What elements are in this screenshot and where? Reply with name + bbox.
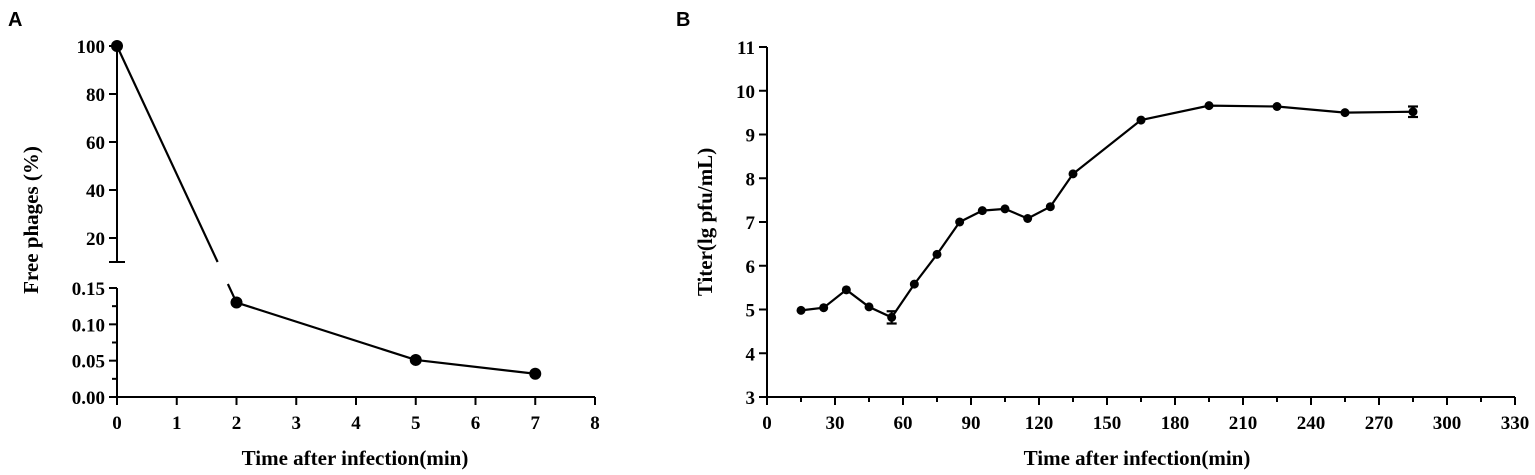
panel-a-x-tick-label: 7 [531,413,541,434]
panel-a-y-axis-title: Free phages (%) [19,146,43,294]
panel-b-data-point [1340,108,1350,118]
panel-a-series-line [236,301,536,375]
panel-a-data-point [111,40,123,52]
panel-b-x-tick-label: 0 [762,413,772,434]
panel-b-x-tick-label: 120 [1025,413,1054,434]
panel-b-data-point [1136,115,1146,125]
panel-b-x-axis-title: Time after infection(min) [1024,446,1251,470]
panel-b-x-tick-label: 300 [1433,413,1462,434]
panel-a-series [111,40,542,380]
panel-b-data-point [977,206,987,216]
panel-a-x-tick-label: 1 [172,413,182,434]
panel-b-x-tick-label: 60 [894,413,913,434]
panel-b-data-point [1272,102,1282,111]
panel-b-letter: B [676,9,690,31]
panel-b-data-point [796,305,806,315]
panel-b-data-point [1000,204,1010,214]
panel-b-y-tick-label: 6 [746,257,756,278]
panel-b-x-tick-label: 150 [1093,413,1122,434]
panel-b-x-tick-label: 30 [826,413,845,434]
panel-b-x-tick-label: 330 [1501,413,1530,434]
panel-b-data-point [841,285,851,295]
panel-b-y-tick-label: 4 [746,344,756,365]
panel-a-data-point [230,296,243,309]
panel-a-x-axis-title: Time after infection(min) [242,446,469,470]
panel-a-data-point [409,353,422,366]
panel-b-axes: 0 30 60 90 120 150 180 210 240 270 300 330 3 4 5 6 7 8 9 10… [736,38,1529,434]
panel-a-y-tick-label: 0.10 [72,315,105,336]
panel-a-y-tick-label: 0.05 [72,352,105,373]
panel-a-data-point [529,367,542,380]
panel-a-y-tick-label: 0.00 [72,388,105,409]
panel-b-y-tick-label: 10 [736,82,755,103]
panel-b-data-point [887,312,897,322]
panel-b-chart: B 0 30 60 90 120 150 180 210 240 270 300 330 3 4 5 6 7 8 9… [676,9,1529,470]
panel-a-y-tick-label: 20 [86,229,105,250]
panel-a-y-tick-label: 80 [86,85,105,106]
panel-a-x-tick-label: 4 [351,413,361,434]
panel-b-y-tick-label: 3 [746,388,756,409]
panel-a-y-tick-label: 60 [86,133,105,154]
panel-a-x-tick-label: 5 [411,413,421,434]
panel-b-y-axis-title: Titer(lg pfu/mL) [693,148,717,296]
panel-b-x-tick-label: 90 [962,413,981,434]
panel-a-chart: A 0 1 2 3 4 5 6 7 8 0.00 0.05 0.10 0.15 20 40 60 80 100 T… [8,9,600,470]
panel-b-data-point [864,302,874,312]
panel-b-x-tick-label: 210 [1229,413,1258,434]
panel-b-data-point [1045,202,1055,212]
panel-b-data-point [955,217,965,227]
panel-b-series-line [800,104,1414,319]
panel-b-y-tick-label: 11 [737,38,755,59]
panel-b-x-tick-label: 180 [1161,413,1190,434]
panel-b-y-tick-label: 9 [746,126,756,147]
panel-a-x-tick-label: 3 [292,413,302,434]
panel-b-data-point [1068,169,1078,179]
panel-a-y-tick-label: 100 [77,37,106,58]
panel-b-series [796,101,1418,325]
panel-b-y-tick-label: 5 [746,301,756,322]
panel-a-x-tick-label: 2 [232,413,242,434]
panel-a-x-tick-label: 8 [590,413,600,434]
panel-a-axes: 0 1 2 3 4 5 6 7 8 0.00 0.05 0.10 0.15 20 40 60 80 100 [72,37,600,434]
panel-b-data-point [1408,107,1418,117]
panel-a-letter: A [8,9,22,31]
panel-a-y-tick-label: 0.15 [72,279,105,300]
panel-a-x-tick-label: 6 [471,413,481,434]
panel-a-y-tick-label: 40 [86,181,105,202]
panel-b-x-tick-label: 240 [1297,413,1326,434]
panel-b-y-tick-label: 7 [746,213,756,234]
panel-b-data-point [1204,101,1214,111]
panel-a-x-tick-label: 0 [112,413,122,434]
panel-b-data-point [932,249,942,259]
panel-b-data-point [1023,214,1033,223]
panel-b-x-tick-label: 270 [1365,413,1394,434]
panel-a-series-line-segment [116,45,219,263]
panel-b-y-tick-label: 8 [746,169,756,190]
panel-b-data-point [909,279,919,289]
panel-b-data-point [819,303,829,313]
